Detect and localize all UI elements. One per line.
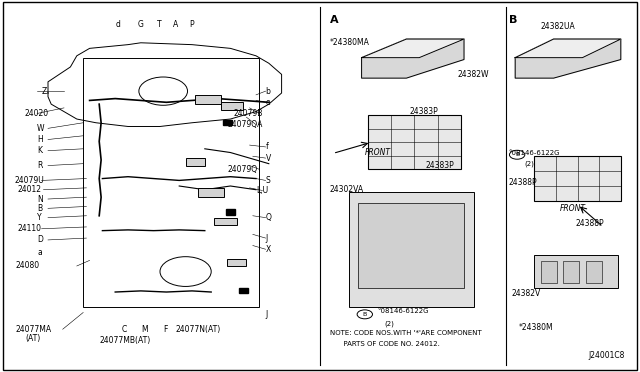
Bar (195, 95, 221, 104)
Bar (541, 261, 557, 283)
Polygon shape (362, 39, 464, 58)
Text: 24079QA: 24079QA (227, 120, 262, 129)
Text: D: D (37, 235, 43, 244)
Text: NOTE: CODE NOS.WITH '*'ARE COMPONENT: NOTE: CODE NOS.WITH '*'ARE COMPONENT (330, 330, 481, 336)
Text: f: f (266, 142, 268, 151)
Bar (186, 158, 205, 166)
Polygon shape (515, 39, 621, 58)
Text: 24077MB(AT): 24077MB(AT) (99, 336, 150, 345)
Text: 24079U: 24079U (14, 176, 44, 185)
Text: 24012: 24012 (18, 185, 42, 194)
Polygon shape (362, 39, 464, 78)
Text: FRONT: FRONT (365, 148, 391, 157)
Text: M: M (141, 325, 147, 334)
Bar (83, 58, 259, 307)
Text: a: a (37, 248, 42, 257)
Text: J: J (266, 310, 268, 319)
Text: T: T (157, 20, 161, 29)
Bar (221, 102, 243, 110)
Text: B: B (37, 204, 42, 213)
Bar (227, 259, 246, 266)
Text: PARTS OF CODE NO. 24012.: PARTS OF CODE NO. 24012. (330, 341, 440, 347)
Text: 24382UA: 24382UA (541, 22, 575, 31)
Bar (586, 261, 602, 283)
Text: 24382V: 24382V (512, 289, 541, 298)
Bar (368, 115, 461, 169)
Text: Q: Q (266, 213, 271, 222)
Text: C: C (122, 325, 127, 334)
Text: B: B (515, 152, 519, 157)
Text: N: N (37, 195, 43, 203)
Text: FRONT: FRONT (560, 204, 586, 213)
Text: L,U: L,U (256, 186, 268, 195)
Text: Z: Z (42, 87, 47, 96)
Bar (358, 203, 464, 288)
Text: b: b (266, 87, 271, 96)
Bar (198, 188, 224, 197)
Text: W: W (37, 124, 45, 133)
Bar (223, 120, 232, 125)
Text: (AT): (AT) (26, 334, 41, 343)
Text: 24382W: 24382W (458, 70, 489, 79)
Text: A: A (330, 16, 338, 25)
Bar (214, 218, 237, 225)
Text: R: R (37, 161, 42, 170)
Polygon shape (515, 39, 621, 78)
Text: 24020: 24020 (24, 109, 49, 118)
Text: V: V (266, 154, 271, 163)
Text: P: P (189, 20, 193, 29)
Text: H: H (37, 135, 43, 144)
Text: e: e (266, 98, 270, 107)
Text: 24388P: 24388P (509, 178, 538, 187)
Text: A: A (173, 20, 178, 29)
Text: 24077N(AT): 24077N(AT) (176, 325, 221, 334)
Text: 24079B: 24079B (234, 109, 263, 118)
Text: *24380MA: *24380MA (330, 38, 369, 47)
Bar (226, 209, 235, 215)
Text: J: J (266, 234, 268, 243)
Text: 24077MA: 24077MA (16, 325, 52, 334)
Text: 24302VA: 24302VA (330, 185, 364, 194)
Text: S: S (266, 176, 270, 185)
Text: 24110: 24110 (18, 224, 42, 233)
Text: X: X (266, 245, 271, 254)
Text: J24001C8: J24001C8 (589, 351, 625, 360)
Bar (239, 288, 248, 293)
Bar (534, 156, 621, 201)
Text: K: K (37, 146, 42, 155)
Text: 24080: 24080 (16, 262, 40, 270)
Text: F: F (163, 325, 168, 334)
Text: 24383P: 24383P (426, 161, 454, 170)
Text: d: d (115, 20, 120, 29)
Bar (349, 192, 474, 307)
Text: 24079Q: 24079Q (227, 165, 257, 174)
Text: *24380M: *24380M (518, 323, 553, 332)
Bar (534, 255, 618, 288)
Bar (563, 261, 579, 283)
Text: °08146-6122G: °08146-6122G (378, 308, 429, 314)
Text: Y: Y (37, 213, 42, 222)
Text: B: B (363, 312, 367, 317)
Text: B: B (509, 16, 517, 25)
Text: (2): (2) (384, 320, 394, 327)
Text: (2): (2) (525, 160, 534, 167)
Text: 24388P: 24388P (576, 219, 605, 228)
Text: G: G (138, 20, 143, 29)
Text: 24383P: 24383P (410, 107, 438, 116)
Text: °08146-6122G: °08146-6122G (509, 150, 560, 155)
